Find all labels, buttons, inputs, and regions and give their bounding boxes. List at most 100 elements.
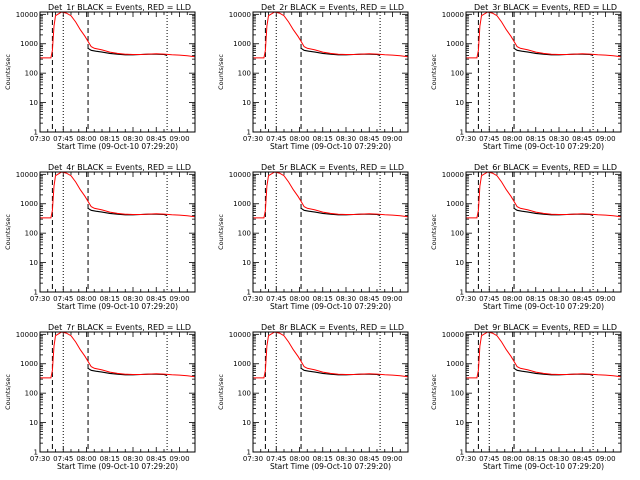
y-axis-label: Counts/sec: [4, 374, 12, 410]
detector-panel-3: Det_3r BLACK = Events, RED = LLD 1 10 100 10…: [430, 3, 622, 151]
x-tick-label: 07:45: [53, 295, 73, 303]
x-tick-label: 09:00: [595, 295, 615, 303]
x-tick-label: 07:30: [456, 455, 476, 463]
x-tick-label: 07:30: [30, 455, 50, 463]
series-line-lld: [40, 332, 195, 379]
detector-panel-7: Det_7r BLACK = Events, RED = LLD 1 10 100 10…: [4, 323, 196, 471]
y-tick-label: 100: [25, 70, 38, 78]
y-tick-label: 10: [29, 419, 38, 427]
plot-frame: [39, 11, 196, 133]
x-tick-label: 07:30: [456, 135, 476, 143]
plot-frame: [252, 171, 409, 293]
series-line-lld: [40, 172, 195, 219]
y-tick-label: 10000: [442, 171, 464, 179]
x-tick-label: 08:30: [123, 295, 143, 303]
panel-title: Det_3r BLACK = Events, RED = LLD: [474, 3, 617, 12]
x-tick-label: 07:45: [53, 455, 73, 463]
x-tick-label: 08:45: [146, 295, 166, 303]
y-tick-label: 1: [34, 449, 38, 457]
y-tick-label: 10000: [442, 11, 464, 19]
y-tick-label: 10: [242, 99, 251, 107]
panel-title: Det_1r BLACK = Events, RED = LLD: [48, 3, 191, 12]
y-tick-label: 10: [242, 259, 251, 267]
detector-panel-5: Det_5r BLACK = Events, RED = LLD 1 10 100 10…: [217, 163, 409, 311]
x-tick-label: 09:00: [169, 135, 189, 143]
x-tick-label: 09:00: [595, 135, 615, 143]
y-tick-label: 10000: [229, 171, 251, 179]
x-tick-label: 08:00: [289, 135, 309, 143]
y-tick-label: 100: [451, 230, 464, 238]
y-axis-label: Counts/sec: [4, 54, 12, 90]
y-tick-label: 1: [460, 129, 464, 137]
y-tick-label: 1: [34, 129, 38, 137]
x-tick-label: 08:30: [549, 135, 569, 143]
x-tick-label: 07:30: [243, 455, 263, 463]
x-tick-label: 07:45: [53, 135, 73, 143]
x-tick-label: 08:00: [502, 295, 522, 303]
x-tick-label: 08:15: [526, 295, 546, 303]
x-tick-label: 07:30: [30, 295, 50, 303]
y-tick-label: 100: [25, 390, 38, 398]
y-tick-label: 100: [25, 230, 38, 238]
y-axis-label: Counts/sec: [430, 214, 438, 250]
y-tick-label: 1000: [446, 200, 464, 208]
series-line-lld: [466, 12, 621, 59]
x-tick-label: 07:45: [479, 135, 499, 143]
y-tick-label: 1: [34, 289, 38, 297]
x-tick-label: 07:30: [243, 135, 263, 143]
panel-title: Det_4r BLACK = Events, RED = LLD: [48, 163, 191, 172]
x-tick-label: 08:45: [359, 455, 379, 463]
plot-frame: [252, 11, 409, 133]
x-tick-label: 08:30: [549, 455, 569, 463]
y-tick-label: 100: [451, 70, 464, 78]
x-tick-label: 08:30: [123, 135, 143, 143]
x-tick-label: 07:45: [479, 295, 499, 303]
x-tick-label: 08:45: [572, 295, 592, 303]
x-axis-label: Start Time (09-Oct-10 07:29:20): [270, 302, 391, 311]
x-axis-label: Start Time (09-Oct-10 07:29:20): [270, 142, 391, 151]
x-tick-label: 08:45: [146, 455, 166, 463]
y-tick-label: 100: [451, 390, 464, 398]
detector-panel-6: Det_6r BLACK = Events, RED = LLD 1 10 100 10…: [430, 163, 622, 311]
y-tick-label: 1: [460, 289, 464, 297]
x-tick-label: 09:00: [595, 455, 615, 463]
y-axis-label: Counts/sec: [217, 54, 225, 90]
x-tick-label: 08:15: [313, 295, 333, 303]
panel-title: Det_6r BLACK = Events, RED = LLD: [474, 163, 617, 172]
x-tick-label: 08:15: [100, 455, 120, 463]
x-tick-label: 08:30: [549, 295, 569, 303]
y-tick-label: 10: [29, 99, 38, 107]
panel-title: Det_7r BLACK = Events, RED = LLD: [48, 323, 191, 332]
series-line-lld: [466, 172, 621, 219]
y-tick-label: 10: [455, 259, 464, 267]
x-axis-label: Start Time (09-Oct-10 07:29:20): [57, 302, 178, 311]
y-tick-label: 10000: [229, 331, 251, 339]
y-tick-label: 10000: [229, 11, 251, 19]
x-tick-label: 08:00: [289, 455, 309, 463]
detector-panel-4: Det_4r BLACK = Events, RED = LLD 1 10 100 10…: [4, 163, 196, 311]
y-tick-label: 100: [238, 230, 251, 238]
panel-title: Det_2r BLACK = Events, RED = LLD: [261, 3, 404, 12]
x-axis-label: Start Time (09-Oct-10 07:29:20): [270, 462, 391, 471]
y-tick-label: 1000: [20, 360, 38, 368]
y-tick-label: 10: [242, 419, 251, 427]
plot-frame: [252, 331, 409, 453]
detector-panel-2: Det_2r BLACK = Events, RED = LLD 1 10 100 10…: [217, 3, 409, 151]
x-tick-label: 09:00: [382, 295, 402, 303]
x-axis-label: Start Time (09-Oct-10 07:29:20): [57, 142, 178, 151]
y-tick-label: 1000: [233, 40, 251, 48]
y-axis-label: Counts/sec: [430, 374, 438, 410]
x-tick-label: 08:00: [76, 135, 96, 143]
series-line-lld: [253, 12, 408, 59]
x-tick-label: 08:00: [76, 295, 96, 303]
x-axis-label: Start Time (09-Oct-10 07:29:20): [483, 462, 604, 471]
x-tick-label: 08:30: [123, 455, 143, 463]
y-axis-label: Counts/sec: [217, 374, 225, 410]
y-tick-label: 1: [247, 449, 251, 457]
y-tick-label: 1000: [20, 200, 38, 208]
y-axis-label: Counts/sec: [217, 214, 225, 250]
x-tick-label: 08:15: [526, 135, 546, 143]
x-tick-label: 08:15: [100, 295, 120, 303]
y-tick-label: 1000: [446, 40, 464, 48]
x-tick-label: 07:45: [266, 295, 286, 303]
